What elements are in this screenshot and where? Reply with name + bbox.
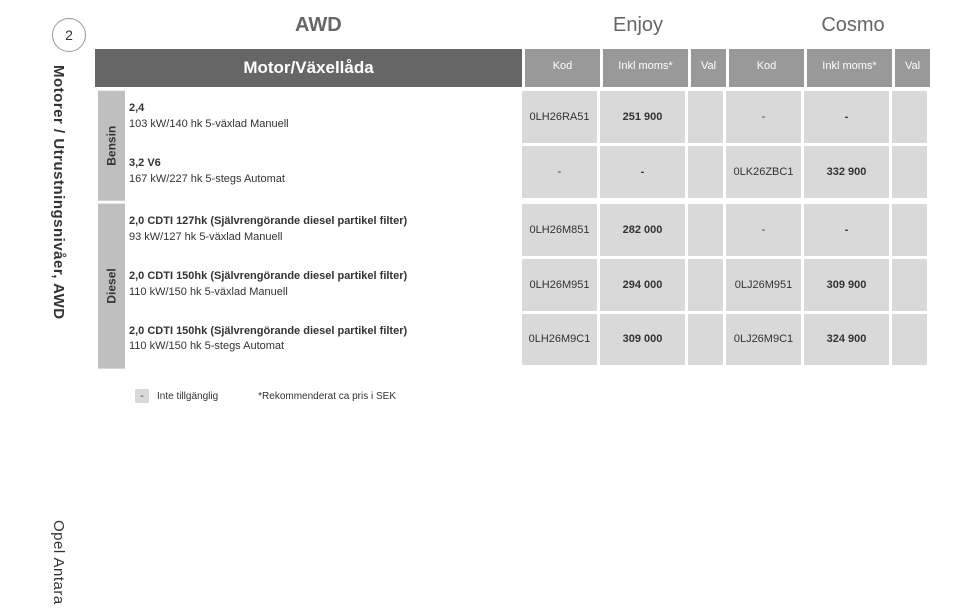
engine-title: 3,2 V6 — [129, 156, 511, 172]
fuel-label: Bensin — [95, 91, 125, 201]
cell-cosmo-moms: 324 900 — [804, 314, 892, 366]
engine-subtitle: 110 kW/150 hk 5-stegs Automat — [129, 339, 511, 355]
header-enjoy: Enjoy — [526, 10, 750, 45]
group-header-row: AWD Enjoy Cosmo — [95, 10, 956, 45]
header-cosmo: Cosmo — [750, 10, 956, 45]
header-moms-cosmo: Inkl moms* — [807, 49, 895, 87]
fuel-label: Diesel — [95, 204, 125, 369]
cell-enjoy-kod: 0LH26M9C1 — [522, 314, 600, 366]
cell-cosmo-val — [892, 91, 930, 143]
engine-subtitle: 110 kW/150 hk 5-växlad Manuell — [129, 285, 511, 301]
cell-enjoy-val — [688, 314, 726, 366]
engine-row: 2,0 CDTI 150hk (Självrengörande diesel p… — [125, 314, 956, 366]
engine-subtitle: 93 kW/127 hk 5-växlad Manuell — [129, 230, 511, 246]
header-kod-cosmo: Kod — [729, 49, 807, 87]
cell-enjoy-kod: - — [522, 146, 600, 198]
header-awd: AWD — [295, 14, 342, 37]
footnote-unavailable: Inte tillgänglig — [157, 391, 218, 402]
cell-cosmo-val — [892, 314, 930, 366]
cell-cosmo-val — [892, 259, 930, 311]
price-table: AWD Enjoy Cosmo Motor/Växellåda Kod Inkl… — [95, 10, 956, 403]
engine-row: 2,0 CDTI 127hk (Självrengörande diesel p… — [125, 204, 956, 256]
cell-enjoy-val — [688, 146, 726, 198]
header-motor: Motor/Växellåda — [95, 49, 525, 87]
cell-cosmo-moms: 332 900 — [804, 146, 892, 198]
fuel-group: Bensin2,4103 kW/140 hk 5-växlad Manuell0… — [95, 91, 956, 201]
engine-description: 3,2 V6167 kW/227 hk 5-stegs Automat — [125, 146, 522, 198]
cell-enjoy-kod: 0LH26RA51 — [522, 91, 600, 143]
cell-cosmo-val — [892, 146, 930, 198]
cell-cosmo-kod: 0LJ26M9C1 — [726, 314, 804, 366]
column-header-row: Motor/Växellåda Kod Inkl moms* Val Kod I… — [95, 49, 956, 87]
cell-cosmo-moms: - — [804, 91, 892, 143]
cell-enjoy-kod: 0LH26M951 — [522, 259, 600, 311]
engine-title: 2,0 CDTI 150hk (Självrengörande diesel p… — [129, 324, 511, 340]
cell-enjoy-val — [688, 91, 726, 143]
cell-enjoy-moms: - — [600, 146, 688, 198]
header-val-enjoy: Val — [691, 49, 729, 87]
engine-description: 2,0 CDTI 150hk (Självrengörande diesel p… — [125, 314, 522, 366]
page-number-badge: 2 — [52, 18, 86, 52]
engine-subtitle: 103 kW/140 hk 5-växlad Manuell — [129, 117, 511, 133]
cell-cosmo-moms: - — [804, 204, 892, 256]
header-kod-enjoy: Kod — [525, 49, 603, 87]
engine-row: 2,0 CDTI 150hk (Självrengörande diesel p… — [125, 259, 956, 311]
engine-description: 2,0 CDTI 127hk (Självrengörande diesel p… — [125, 204, 522, 256]
cell-enjoy-moms: 309 000 — [600, 314, 688, 366]
cell-cosmo-kod: - — [726, 204, 804, 256]
cell-enjoy-moms: 294 000 — [600, 259, 688, 311]
engine-description: 2,4103 kW/140 hk 5-växlad Manuell — [125, 91, 522, 143]
engine-subtitle: 167 kW/227 hk 5-stegs Automat — [129, 172, 511, 188]
cell-cosmo-kod: - — [726, 91, 804, 143]
cell-cosmo-kod: 0LJ26M951 — [726, 259, 804, 311]
engine-title: 2,0 CDTI 127hk (Självrengörande diesel p… — [129, 214, 511, 230]
cell-enjoy-val — [688, 259, 726, 311]
cell-cosmo-val — [892, 204, 930, 256]
header-moms-enjoy: Inkl moms* — [603, 49, 691, 87]
side-section-title: Motorer / Utrustningsnivåer, AWD — [50, 65, 67, 320]
engine-title: 2,4 — [129, 101, 511, 117]
brand-title: Opel Antara — [50, 520, 67, 605]
cell-cosmo-kod: 0LK26ZBC1 — [726, 146, 804, 198]
header-val-cosmo: Val — [895, 49, 933, 87]
cell-enjoy-val — [688, 204, 726, 256]
footnote-row: - Inte tillgänglig *Rekommenderat ca pri… — [135, 389, 956, 403]
footnote-recommended: *Rekommenderat ca pris i SEK — [258, 391, 396, 402]
engine-row: 2,4103 kW/140 hk 5-växlad Manuell0LH26RA… — [125, 91, 956, 143]
cell-enjoy-moms: 251 900 — [600, 91, 688, 143]
cell-enjoy-moms: 282 000 — [600, 204, 688, 256]
cell-enjoy-kod: 0LH26M851 — [522, 204, 600, 256]
cell-cosmo-moms: 309 900 — [804, 259, 892, 311]
fuel-group: Diesel2,0 CDTI 127hk (Självrengörande di… — [95, 204, 956, 369]
footnote-dash-icon: - — [135, 389, 149, 403]
engine-title: 2,0 CDTI 150hk (Självrengörande diesel p… — [129, 269, 511, 285]
engine-row: 3,2 V6167 kW/227 hk 5-stegs Automat--0LK… — [125, 146, 956, 198]
engine-description: 2,0 CDTI 150hk (Självrengörande diesel p… — [125, 259, 522, 311]
